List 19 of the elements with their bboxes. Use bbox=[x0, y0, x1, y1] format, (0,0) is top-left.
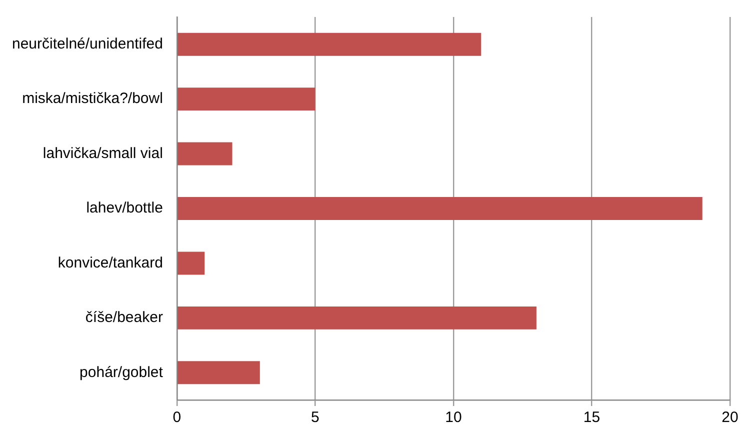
x-tick-label: 15 bbox=[583, 409, 600, 426]
bar bbox=[178, 197, 702, 220]
x-tick-label: 0 bbox=[172, 409, 182, 426]
bar bbox=[178, 306, 536, 330]
bar bbox=[178, 32, 482, 56]
y-tick-label: konvice/tankard bbox=[58, 254, 163, 272]
x-tick-label: 10 bbox=[445, 409, 462, 426]
bar bbox=[178, 142, 232, 166]
x-tick-label: 5 bbox=[311, 409, 320, 426]
bar bbox=[178, 361, 260, 384]
y-tick-label: lahvička/small vial bbox=[42, 144, 163, 162]
y-tick-label: miska/mistička?/bowl bbox=[22, 90, 163, 108]
y-tick-label: neurčitelné/unidentifed bbox=[12, 36, 163, 52]
y-tick-label: lahev/bottle bbox=[86, 200, 163, 217]
bar bbox=[178, 252, 205, 275]
bar bbox=[178, 88, 316, 111]
y-tick-label: pohár/goblet bbox=[80, 364, 164, 381]
y-tick-label: číše/beaker bbox=[85, 309, 163, 326]
x-tick-label: 20 bbox=[722, 409, 738, 426]
